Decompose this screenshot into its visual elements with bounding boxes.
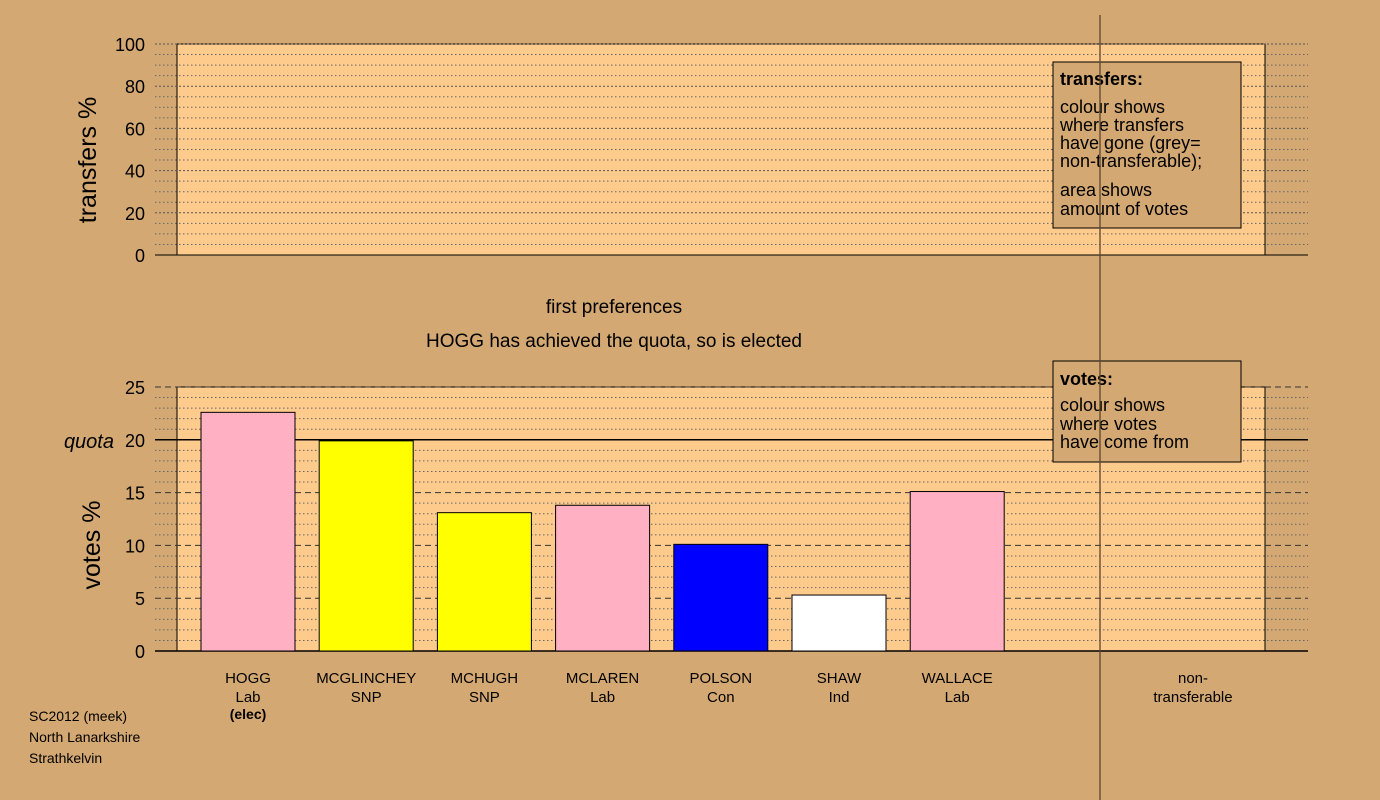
status-caption: HOGG has achieved the quota, so is elect… [426,331,802,352]
votes-y-tick-label: 0 [135,642,145,662]
votes-legend-line: where votes [1059,414,1157,434]
votes-legend-box [1052,360,1242,463]
transfers-y-tick-label: 40 [125,162,145,182]
transfers-legend-title: transfers: [1060,69,1143,89]
candidate-party: Ind [829,689,850,706]
votes-legend-title: votes: [1060,369,1113,389]
candidate-name: HOGG [225,670,271,687]
votes-y-tick-label: 5 [135,589,145,609]
bar-mclaren [555,504,651,652]
candidate-labels: HOGGLab(elec)MCGLINCHEYSNPMCHUGHSNPMCLAR… [225,670,993,722]
candidate-name: WALLACE [922,670,993,687]
transfers-y-tick-label: 80 [125,77,145,97]
nontransferable-label-line1: non- [1178,670,1208,687]
transfers-y-tick-label: 60 [125,119,145,139]
votes-legend-line: colour shows [1060,395,1165,415]
bar-hogg [200,411,296,652]
candidate-party: Lab [945,689,970,706]
transfers-legend-line: have gone (grey= [1060,133,1201,153]
candidate-party: Lab [590,689,615,706]
votes-y-tick-label: 10 [125,536,145,556]
votes-bars [200,411,1005,652]
transfers-y-tick-label: 100 [115,35,145,55]
footer-line: North Lanarkshire [29,729,140,745]
candidate-party: SNP [351,689,382,706]
transfers-y-axis-title: transfers % [74,97,102,223]
bar-shaw [791,594,887,652]
bar-mchugh [436,512,532,652]
candidate-name: SHAW [817,670,862,687]
nontransferable-label-line2: transferable [1153,689,1232,706]
transfers-legend-line: area shows [1060,180,1152,200]
votes-y-tick-label: 25 [125,378,145,398]
candidate-party: SNP [469,689,500,706]
votes-legend-line: have come from [1060,432,1189,452]
transfers-legend-line: non-transferable); [1060,151,1202,171]
candidate-name: MCLAREN [566,670,639,687]
bar-wallace [909,491,1005,652]
stage-caption: first preferences [546,297,682,318]
candidate-name: MCHUGH [451,670,519,687]
footer-line: Strathkelvin [29,750,102,766]
transfers-legend-line: amount of votes [1060,199,1188,219]
transfers-legend-line: colour shows [1060,97,1165,117]
candidate-status: (elec) [230,706,267,722]
candidate-party: Lab [235,689,260,706]
transfers-y-tick-label: 20 [125,204,145,224]
transfers-y-ticks: 0 20 40 60 80 100 [115,35,145,266]
votes-y-axis-title: votes % [78,501,106,590]
transfers-legend-line: where transfers [1059,115,1184,135]
footer-line: SC2012 (meek) [29,708,127,724]
quota-label: quota [64,431,114,453]
candidate-name: POLSON [690,670,753,687]
bar-mcglinchey [318,440,414,652]
candidate-party: Con [707,689,735,706]
votes-y-tick-label: 15 [125,484,145,504]
candidate-name: MCGLINCHEY [316,670,416,687]
votes-legend: votes: colour shows where votes have com… [1052,360,1242,463]
bar-polson [673,543,769,652]
transfers-legend: transfers: colour shows where transfers … [1052,61,1242,229]
votes-y-tick-label: 20 [125,431,145,451]
transfers-y-tick-label: 0 [135,246,145,266]
votes-y-ticks: 0 5 10 15 20 25 [125,378,145,662]
transfers-legend-box [1052,61,1242,229]
